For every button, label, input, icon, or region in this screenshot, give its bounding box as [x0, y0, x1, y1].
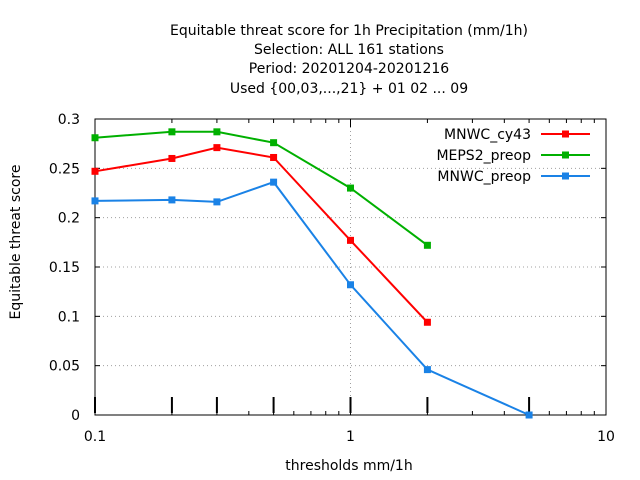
- series-point-0: [270, 153, 278, 161]
- series-point-0: [91, 167, 99, 175]
- chart-title-line-3: Period: 20201204-20201216: [249, 61, 449, 77]
- series-point-1: [91, 134, 99, 142]
- series-point-2: [525, 411, 533, 419]
- series-point-2: [423, 366, 431, 374]
- y-tick-label: 0.05: [49, 359, 80, 375]
- legend-marker: [562, 130, 569, 138]
- threshold-markers: [94, 397, 531, 413]
- legend-label: MEPS2_preop: [436, 148, 531, 164]
- series-point-2: [168, 196, 176, 204]
- legend: MNWC_cy43 MEPS2_preop MNWC_preop: [436, 127, 590, 185]
- series-point-0: [423, 318, 431, 326]
- y-axis-label: Equitable threat score: [8, 165, 24, 320]
- x-axis-label: thresholds mm/1h: [285, 458, 412, 474]
- y-tick-label: 0.2: [58, 211, 80, 227]
- y-tick-label: 0.15: [49, 260, 80, 276]
- series-point-1: [168, 128, 176, 136]
- series-line-2: [94, 180, 530, 416]
- x-tick-label: 10: [597, 429, 615, 445]
- series-point-2: [270, 178, 278, 186]
- x-tick-label: 0.1: [84, 429, 106, 445]
- series-line-1: [94, 130, 428, 247]
- y-tick-label: 0.3: [58, 112, 80, 128]
- legend-marker: [562, 151, 569, 159]
- series-point-1: [423, 241, 431, 249]
- chart-title: Equitable threat score for 1h Precipitat…: [170, 23, 528, 97]
- chart-title-line-1: Equitable threat score for 1h Precipitat…: [170, 23, 528, 39]
- y-tick-label: 0: [71, 408, 80, 424]
- series-point-1: [270, 139, 278, 147]
- series-point-2: [91, 197, 99, 205]
- x-tick-label: 1: [346, 429, 355, 445]
- legend-label: MNWC_preop: [437, 169, 531, 185]
- series-point-0: [347, 236, 354, 244]
- legend-marker: [562, 172, 569, 180]
- y-tick-label: 0.25: [49, 161, 80, 177]
- series-line-0: [94, 146, 429, 323]
- series-point-1: [213, 128, 221, 136]
- series-point-2: [347, 281, 354, 289]
- chart-title-line-4: Used {00,03,...,21} + 01 02 ... 09: [230, 81, 468, 97]
- series-point-0: [213, 144, 221, 152]
- series-point-0: [168, 154, 176, 162]
- grid: [95, 119, 606, 415]
- series-point-1: [347, 184, 354, 192]
- y-tick-label: 0.1: [58, 309, 80, 325]
- axes: 0 0.05 0.1 0.15 0.2 0.25 0.3 0.1 1 10: [49, 112, 615, 445]
- legend-label: MNWC_cy43: [444, 127, 531, 143]
- plot-border: [94, 118, 607, 416]
- chart-title-line-2: Selection: ALL 161 stations: [254, 42, 444, 58]
- series-group: [91, 128, 533, 419]
- series-point-2: [213, 198, 221, 206]
